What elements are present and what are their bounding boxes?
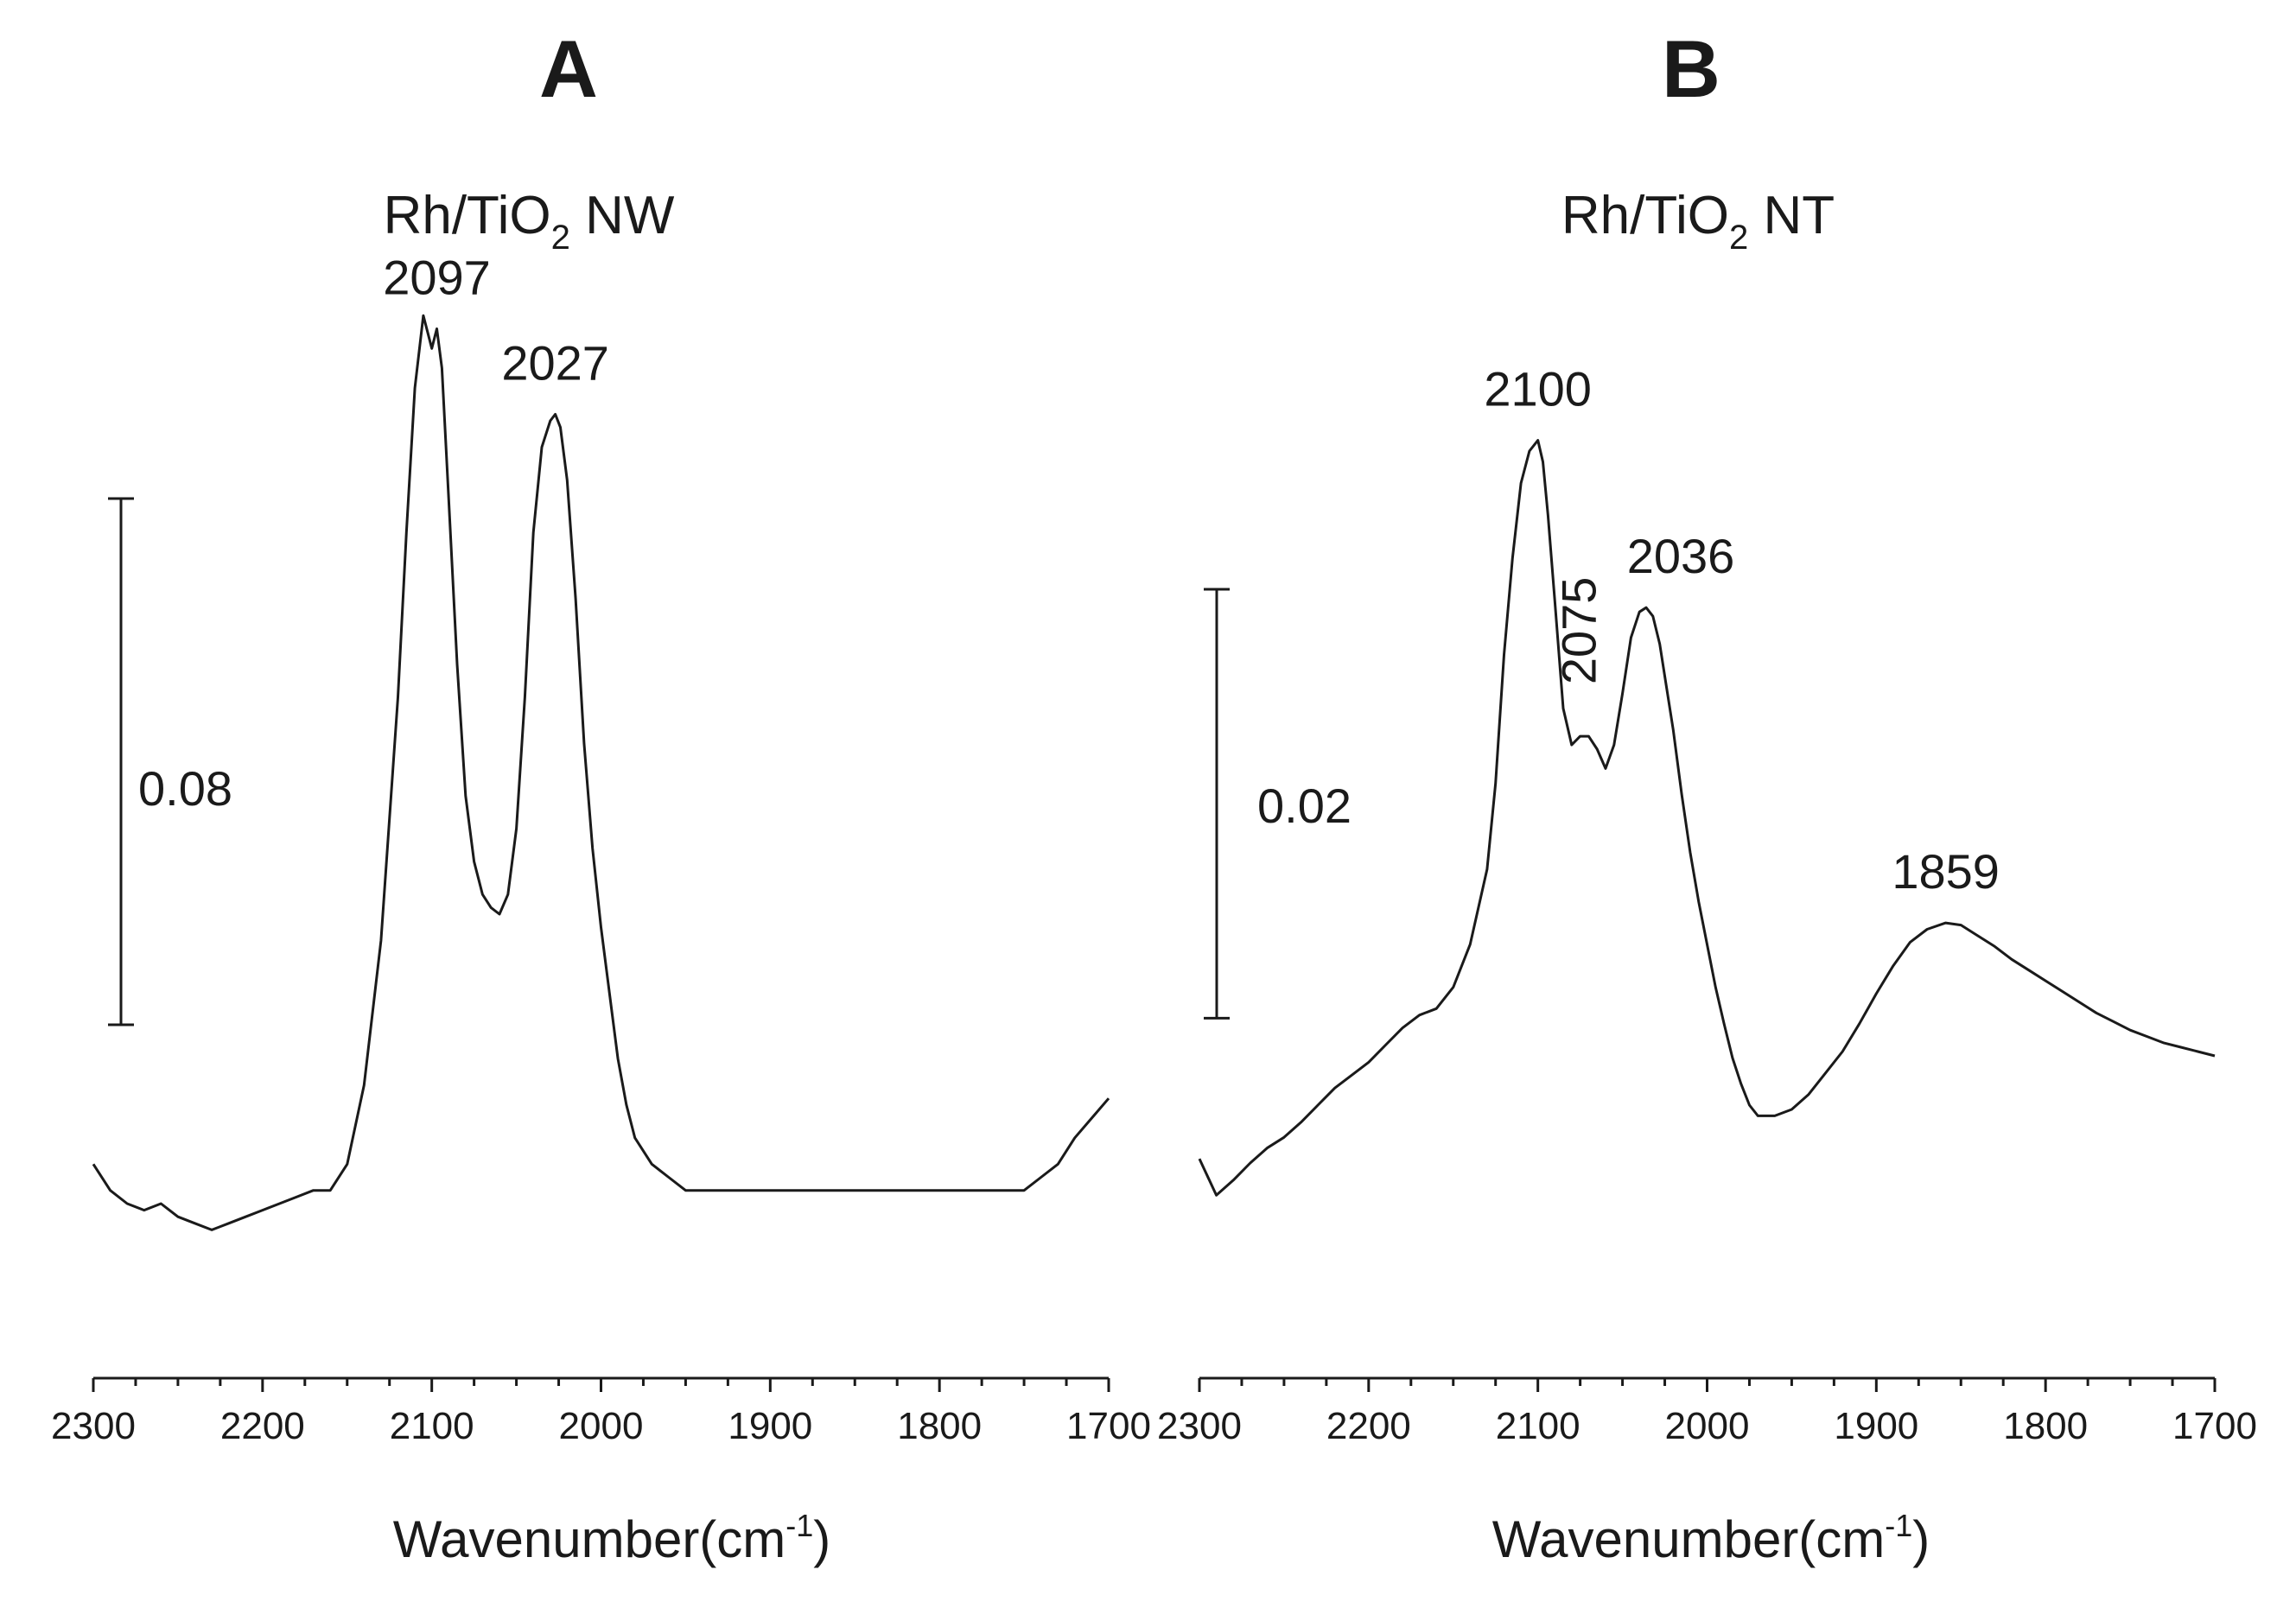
panel-b-tick-label: 1700 (2172, 1405, 2257, 1447)
panel-a-tick-label: 2300 (51, 1405, 136, 1447)
panel-a-tick-label: 2200 (220, 1405, 305, 1447)
panel-a-letter: A (539, 23, 598, 114)
panel-a-tick-label: 1900 (728, 1405, 812, 1447)
panel-b-spectrum-line (1198, 439, 2216, 1197)
panel-b-tick-label: 1800 (2003, 1405, 2088, 1447)
panel-a-title-main: Rh/TiO (384, 186, 551, 245)
panel-a-title-suffix: NW (570, 186, 675, 245)
panel-b-peak-label: 1859 (1892, 844, 2000, 899)
panel-b-peak-label: 2100 (1484, 362, 1592, 416)
panel-b-tick-label: 2200 (1326, 1405, 1411, 1447)
panel-b-x-label-sup: -1 (1885, 1508, 1912, 1543)
panel-a-title-subscript: 2 (551, 219, 570, 257)
panel-a-x-label: Wavenumber(cm-1) (393, 1508, 831, 1568)
panel-b-scale-bar (1204, 588, 1230, 1020)
panel-a-x-axis: 2300 2200 2100 2000 1900 1800 1700 (51, 1376, 1151, 1447)
panel-a-peak-label: 2027 (501, 335, 609, 390)
panel-a-tick-label: 1800 (897, 1405, 982, 1447)
panel-a-spectrum-line (92, 314, 1110, 1231)
panel-b-tick-label: 2100 (1496, 1405, 1580, 1447)
panel-b-x-axis: 2300 2200 2100 2000 1900 1800 1700 (1157, 1376, 2257, 1447)
panel-b-tick-label: 1900 (1834, 1405, 1918, 1447)
panel-b-title-main: Rh/TiO (1561, 186, 1729, 245)
panel-a-x-label-sup: -1 (785, 1508, 813, 1543)
panel-a-tick-label: 2000 (559, 1405, 644, 1447)
panel-b-title: Rh/TiO2 NT (1561, 186, 1835, 257)
panel-a-tick-label: 2100 (390, 1405, 474, 1447)
panel-b-tick-label: 2000 (1665, 1405, 1750, 1447)
panel-b-title-subscript: 2 (1729, 219, 1748, 257)
panel-a-peak-label: 2097 (383, 250, 491, 304)
panel-a-scale-label: 0.08 (138, 761, 232, 816)
panel-b-x-label-main: Wavenumber(cm (1492, 1510, 1886, 1568)
panel-a-x-label-main: Wavenumber(cm (393, 1510, 786, 1568)
panel-a-x-label-close: ) (813, 1510, 830, 1568)
panel-b-peak-label: 2036 (1627, 529, 1735, 583)
panel-b-title-suffix: NT (1748, 186, 1835, 245)
panel-a-scale-bar (108, 497, 134, 1026)
panel-b-x-label-close: ) (1912, 1510, 1930, 1568)
panel-b-tick-label: 2300 (1157, 1405, 1242, 1447)
panel-b-scale-label: 0.02 (1257, 779, 1352, 833)
panel-a-tick-label: 1700 (1066, 1405, 1151, 1447)
panel-b-x-label: Wavenumber(cm-1) (1492, 1508, 1930, 1568)
panel-b-letter: B (1662, 23, 1720, 114)
panel-a-title: Rh/TiO2 NW (384, 186, 675, 257)
